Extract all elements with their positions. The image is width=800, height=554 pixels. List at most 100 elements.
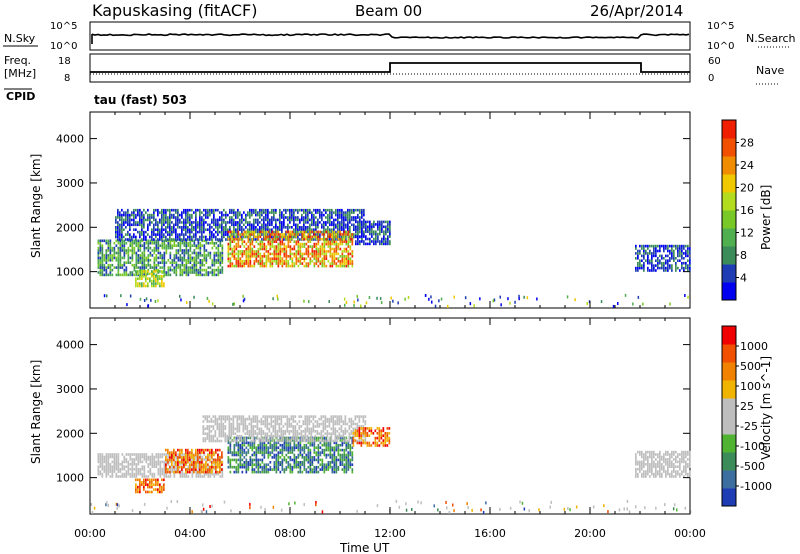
- echo-cell: [187, 456, 189, 459]
- echo-cell: [199, 251, 202, 255]
- echo-cell: [329, 443, 332, 447]
- echo-cell: [255, 238, 257, 241]
- echo-cell: [381, 225, 383, 229]
- echo-cell: [137, 244, 140, 247]
- echo-cell: [165, 470, 167, 474]
- echo-cell: [311, 235, 314, 239]
- echo-cell: [229, 216, 231, 219]
- echo-cell: [245, 262, 248, 265]
- echo-cell: [109, 246, 112, 250]
- echo-cell: [360, 304, 362, 308]
- echo-cell: [220, 432, 223, 435]
- echo-cell: [229, 242, 232, 246]
- echo-cell: [199, 463, 201, 466]
- echo-cell: [689, 259, 691, 262]
- echo-cell: [249, 264, 252, 268]
- echo-cell: [337, 228, 339, 231]
- echo-cell: [317, 237, 320, 241]
- echo-cell: [289, 240, 292, 243]
- echo-cell: [313, 470, 316, 474]
- echo-cell: [236, 420, 239, 423]
- echo-cell: [267, 242, 270, 246]
- echo-cell: [231, 252, 234, 256]
- echo-cell: [203, 458, 206, 461]
- echo-cell: [333, 262, 336, 265]
- echo-cell: [337, 245, 340, 248]
- echo-cell: [193, 249, 196, 252]
- echo-cell: [171, 458, 173, 462]
- echo-cell: [237, 211, 239, 214]
- echo-cell: [199, 246, 202, 250]
- echo-cell: [245, 235, 247, 239]
- echo-cell: [273, 230, 275, 234]
- echo-cell: [111, 465, 114, 468]
- echo-cell: [351, 468, 354, 471]
- echo-cell: [351, 439, 354, 442]
- echo-cell: [179, 451, 181, 454]
- echo-cell: [141, 244, 144, 247]
- echo-cell: [149, 218, 151, 222]
- echo-cell: [121, 221, 123, 224]
- echo-cell: [230, 430, 233, 433]
- echo-cell: [245, 453, 248, 457]
- echo-cell: [287, 264, 290, 268]
- echo-cell: [189, 218, 191, 222]
- echo-cell: [265, 257, 268, 260]
- echo-cell: [335, 208, 337, 212]
- echo-cell: [153, 263, 156, 267]
- echo-cell: [288, 432, 291, 435]
- echo-cell: [235, 242, 238, 246]
- echo-cell: [187, 230, 189, 234]
- echo-cell: [217, 453, 219, 457]
- echo-cell: [185, 233, 187, 236]
- echo-cell: [204, 437, 207, 440]
- echo-cell: [317, 458, 320, 462]
- echo-cell: [327, 230, 330, 234]
- echo-cell: [145, 259, 148, 262]
- echo-cell: [299, 448, 302, 452]
- echo-cell: [141, 259, 144, 262]
- echo-cell: [141, 228, 143, 231]
- echo-cell: [341, 461, 344, 464]
- echo-cell: [169, 211, 171, 214]
- echo-cell: [389, 228, 391, 231]
- echo-cell: [355, 218, 357, 222]
- echo-cell: [221, 218, 223, 222]
- echo-cell: [237, 463, 240, 466]
- echo-cell: [255, 213, 257, 217]
- echo-cell: [296, 434, 299, 438]
- echo-cell: [121, 465, 124, 468]
- echo-cell: [275, 228, 277, 231]
- echo-cell: [179, 266, 182, 269]
- echo-cell: [121, 226, 123, 229]
- echo-cell: [286, 425, 289, 428]
- echo-cell: [271, 468, 274, 471]
- echo-cell: [153, 259, 156, 262]
- echo-cell: [351, 453, 354, 457]
- echo-cell: [229, 218, 231, 222]
- echo-cell: [343, 453, 346, 457]
- station-title: Kapuskasing (fitACF): [92, 1, 257, 20]
- echo-cell: [291, 211, 293, 214]
- echo-cell: [159, 455, 162, 459]
- echo-cell: [227, 446, 230, 449]
- echo-cell: [249, 242, 252, 246]
- echo-cell: [335, 456, 338, 459]
- echo-cell: [293, 235, 296, 239]
- echo-cell: [163, 241, 166, 245]
- echo-cell: [301, 213, 303, 217]
- echo-cell: [279, 247, 282, 251]
- echo-cell: [143, 246, 146, 250]
- echo-cell: [276, 294, 278, 298]
- echo-cell: [121, 228, 123, 231]
- echo-cell: [639, 249, 641, 253]
- echo-cell: [121, 263, 124, 267]
- echo-cell: [289, 451, 292, 454]
- echo-cell: [105, 254, 108, 257]
- echo-cell: [333, 441, 336, 445]
- echo-cell: [250, 420, 253, 423]
- echo-cell: [163, 488, 165, 491]
- echo-cell: [218, 427, 221, 431]
- echo-cell: [197, 251, 200, 255]
- echo-cell: [219, 216, 221, 219]
